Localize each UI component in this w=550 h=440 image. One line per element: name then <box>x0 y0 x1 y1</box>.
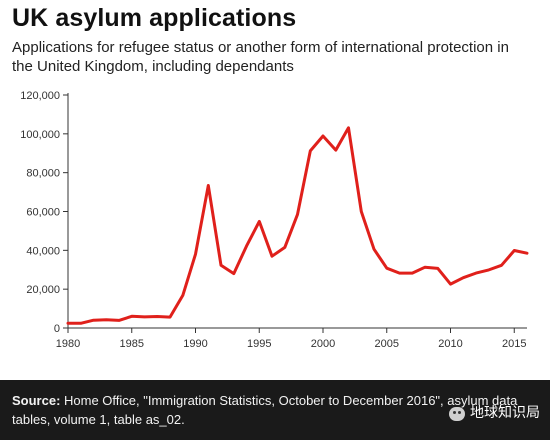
y-tick-label: 120,000 <box>20 90 60 102</box>
series-line-0 <box>66 126 529 325</box>
x-tick-label: 1990 <box>183 338 207 350</box>
x-tick-label: 2010 <box>438 338 462 350</box>
y-tick-label: 20,000 <box>26 284 60 296</box>
x-tick-label: 2000 <box>311 338 335 350</box>
y-tick-label: 40,000 <box>26 245 60 257</box>
x-tick-label: 1985 <box>120 338 144 350</box>
chart-title: UK asylum applications <box>12 4 297 32</box>
source-label: Source: <box>12 393 61 408</box>
y-tick-label: 60,000 <box>26 207 60 219</box>
x-tick-label: 2015 <box>502 338 526 350</box>
chart-subtitle: Applications for refugee status or anoth… <box>12 39 509 75</box>
watermark-badge: 地球知识局 <box>449 404 540 423</box>
y-tick-label: 100,000 <box>20 129 60 141</box>
line-chart: 0 20,000 40,000 60,000 80,000 100,000 120,000 1… <box>20 90 529 350</box>
wechat-icon <box>449 406 465 421</box>
y-tick-label: 80,000 <box>26 168 60 180</box>
y-tick-label: 0 <box>54 323 60 335</box>
x-tick-label: 2005 <box>375 338 399 350</box>
source-footer: Source: Home Office, "Immigration Statis… <box>0 380 550 440</box>
x-tick-label: 1995 <box>247 338 271 350</box>
x-tick-label: 1980 <box>56 338 80 350</box>
source-text: Home Office, "Immigration Statistics, Oc… <box>12 393 518 427</box>
watermark-text: 地球知识局 <box>470 405 540 421</box>
